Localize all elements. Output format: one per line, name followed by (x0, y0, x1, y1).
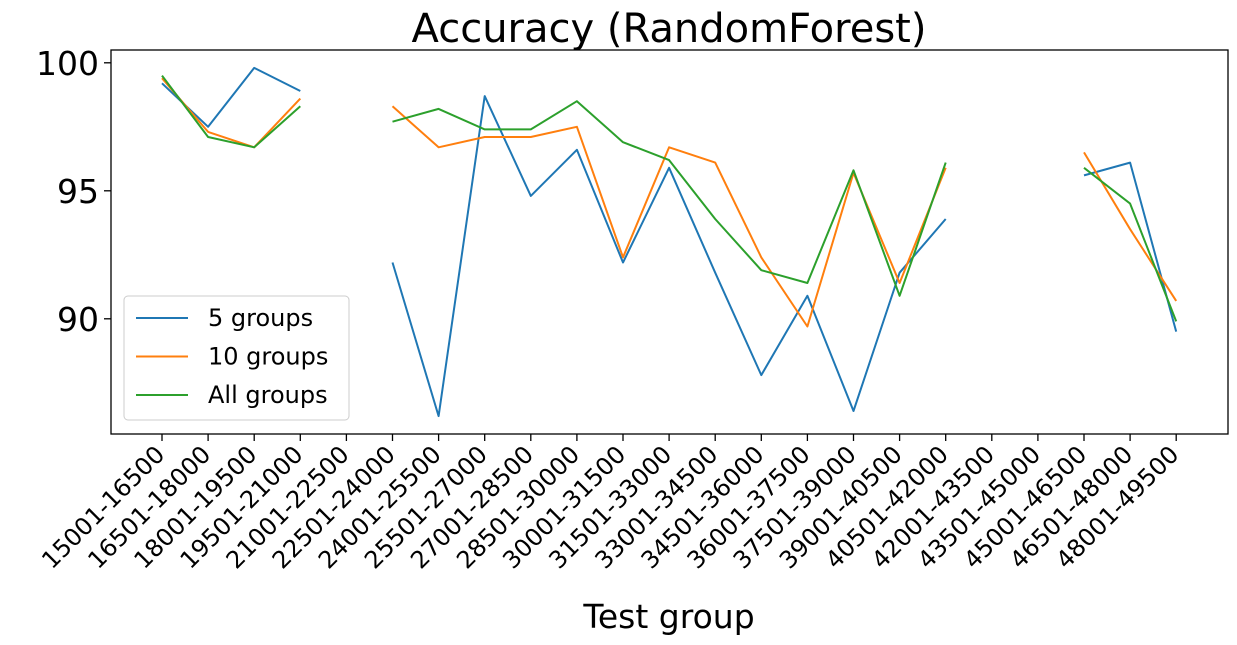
series-lines (161, 66, 1178, 418)
series-line-all-groups (392, 100, 947, 297)
series-line-5-groups (391, 95, 947, 418)
x-axis: 15001-1650016501-1800018001-1950019501-2… (36, 434, 1184, 574)
y-axis: 90 95 100 (36, 44, 111, 339)
x-axis-label: Test group (582, 597, 754, 636)
legend-label-10-groups: 10 groups (208, 343, 328, 371)
legend-label-all-groups: All groups (208, 381, 328, 409)
legend-label-5-groups: 5 groups (208, 304, 313, 332)
legend: 5 groups 10 groups All groups (123, 295, 350, 421)
y-tick-label: 90 (57, 300, 99, 339)
chart-title: Accuracy (RandomForest) (412, 6, 927, 52)
y-tick-label: 100 (36, 44, 99, 83)
series-line-all-groups (161, 74, 301, 149)
legend-frame (123, 295, 350, 421)
y-tick-label: 95 (57, 172, 99, 211)
